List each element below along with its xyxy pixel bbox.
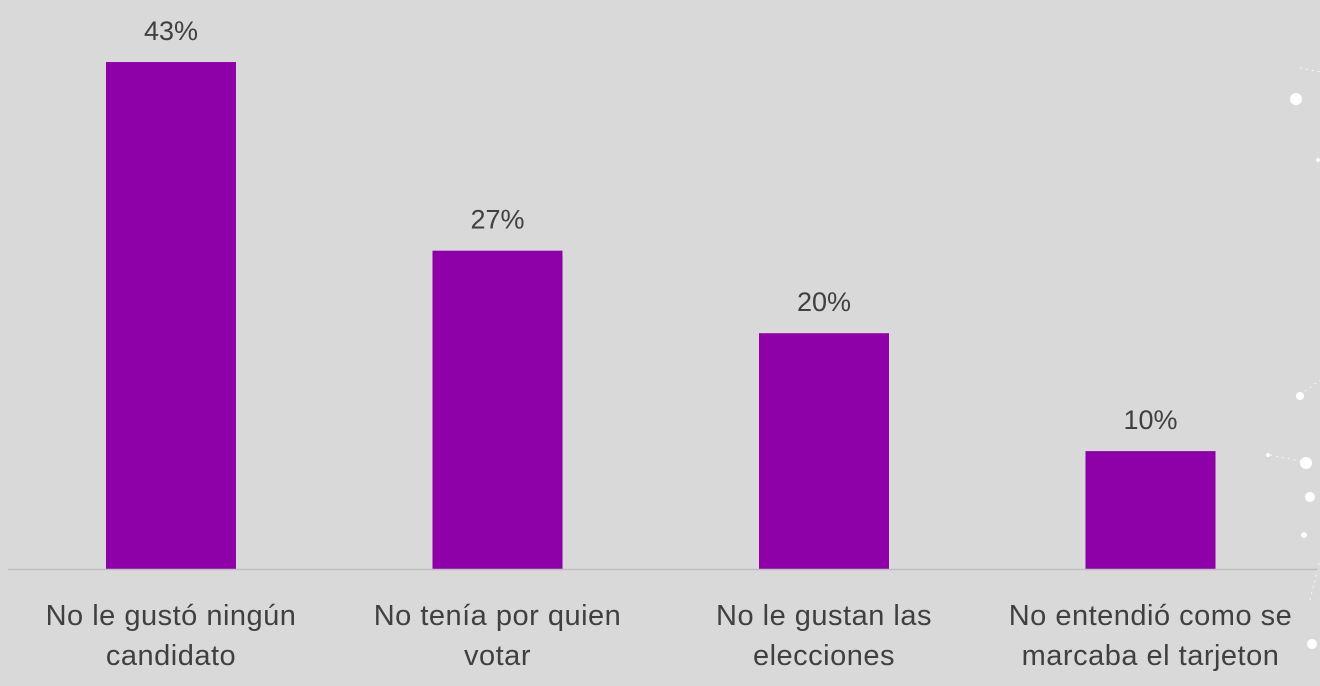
decorative-dot xyxy=(1266,453,1270,457)
category-label-line: No le gustan las xyxy=(716,600,932,632)
bar xyxy=(1085,451,1216,569)
value-labels-group: 43% 27% 20% 10% xyxy=(144,16,1178,435)
decorative-dot xyxy=(1316,158,1320,162)
category-label-line: No le gustó ningún xyxy=(46,600,297,632)
decorative-dot xyxy=(1296,392,1304,400)
bars-group xyxy=(106,62,1216,570)
category-label: No tenía por quien votar xyxy=(374,600,622,672)
category-label-line: votar xyxy=(464,640,531,672)
decorative-line xyxy=(1269,454,1306,463)
bar xyxy=(106,62,236,569)
bar xyxy=(432,250,563,570)
category-label-line: No tenía por quien xyxy=(374,600,622,632)
category-label-line: elecciones xyxy=(753,640,895,672)
decorative-dot xyxy=(1301,532,1307,538)
decorative-line xyxy=(1299,67,1320,73)
decorative-dot xyxy=(1290,93,1302,105)
decorative-dot xyxy=(1305,492,1315,502)
decorative-dot xyxy=(1307,639,1317,649)
data-label: 43% xyxy=(144,16,198,46)
category-label: No le gustan las elecciones xyxy=(716,600,932,672)
category-label-line: candidato xyxy=(106,640,236,672)
category-labels-group: No le gustó ningún candidato No tenía por … xyxy=(46,600,1293,672)
data-label: 27% xyxy=(470,205,524,235)
data-label: 10% xyxy=(1123,405,1177,435)
bar xyxy=(759,333,889,569)
decorative-line xyxy=(1309,559,1320,601)
decorative-dots xyxy=(1266,67,1320,649)
category-label: No entendió como se marcaba el tarjeton xyxy=(1009,600,1293,672)
category-label-line: No entendió como se xyxy=(1009,600,1293,632)
category-label: No le gustó ningún candidato xyxy=(46,600,297,672)
category-label-line: marcaba el tarjeton xyxy=(1022,640,1280,672)
decorative-dot xyxy=(1300,457,1312,469)
data-label: 20% xyxy=(797,287,851,317)
decorative-line xyxy=(1299,379,1320,396)
